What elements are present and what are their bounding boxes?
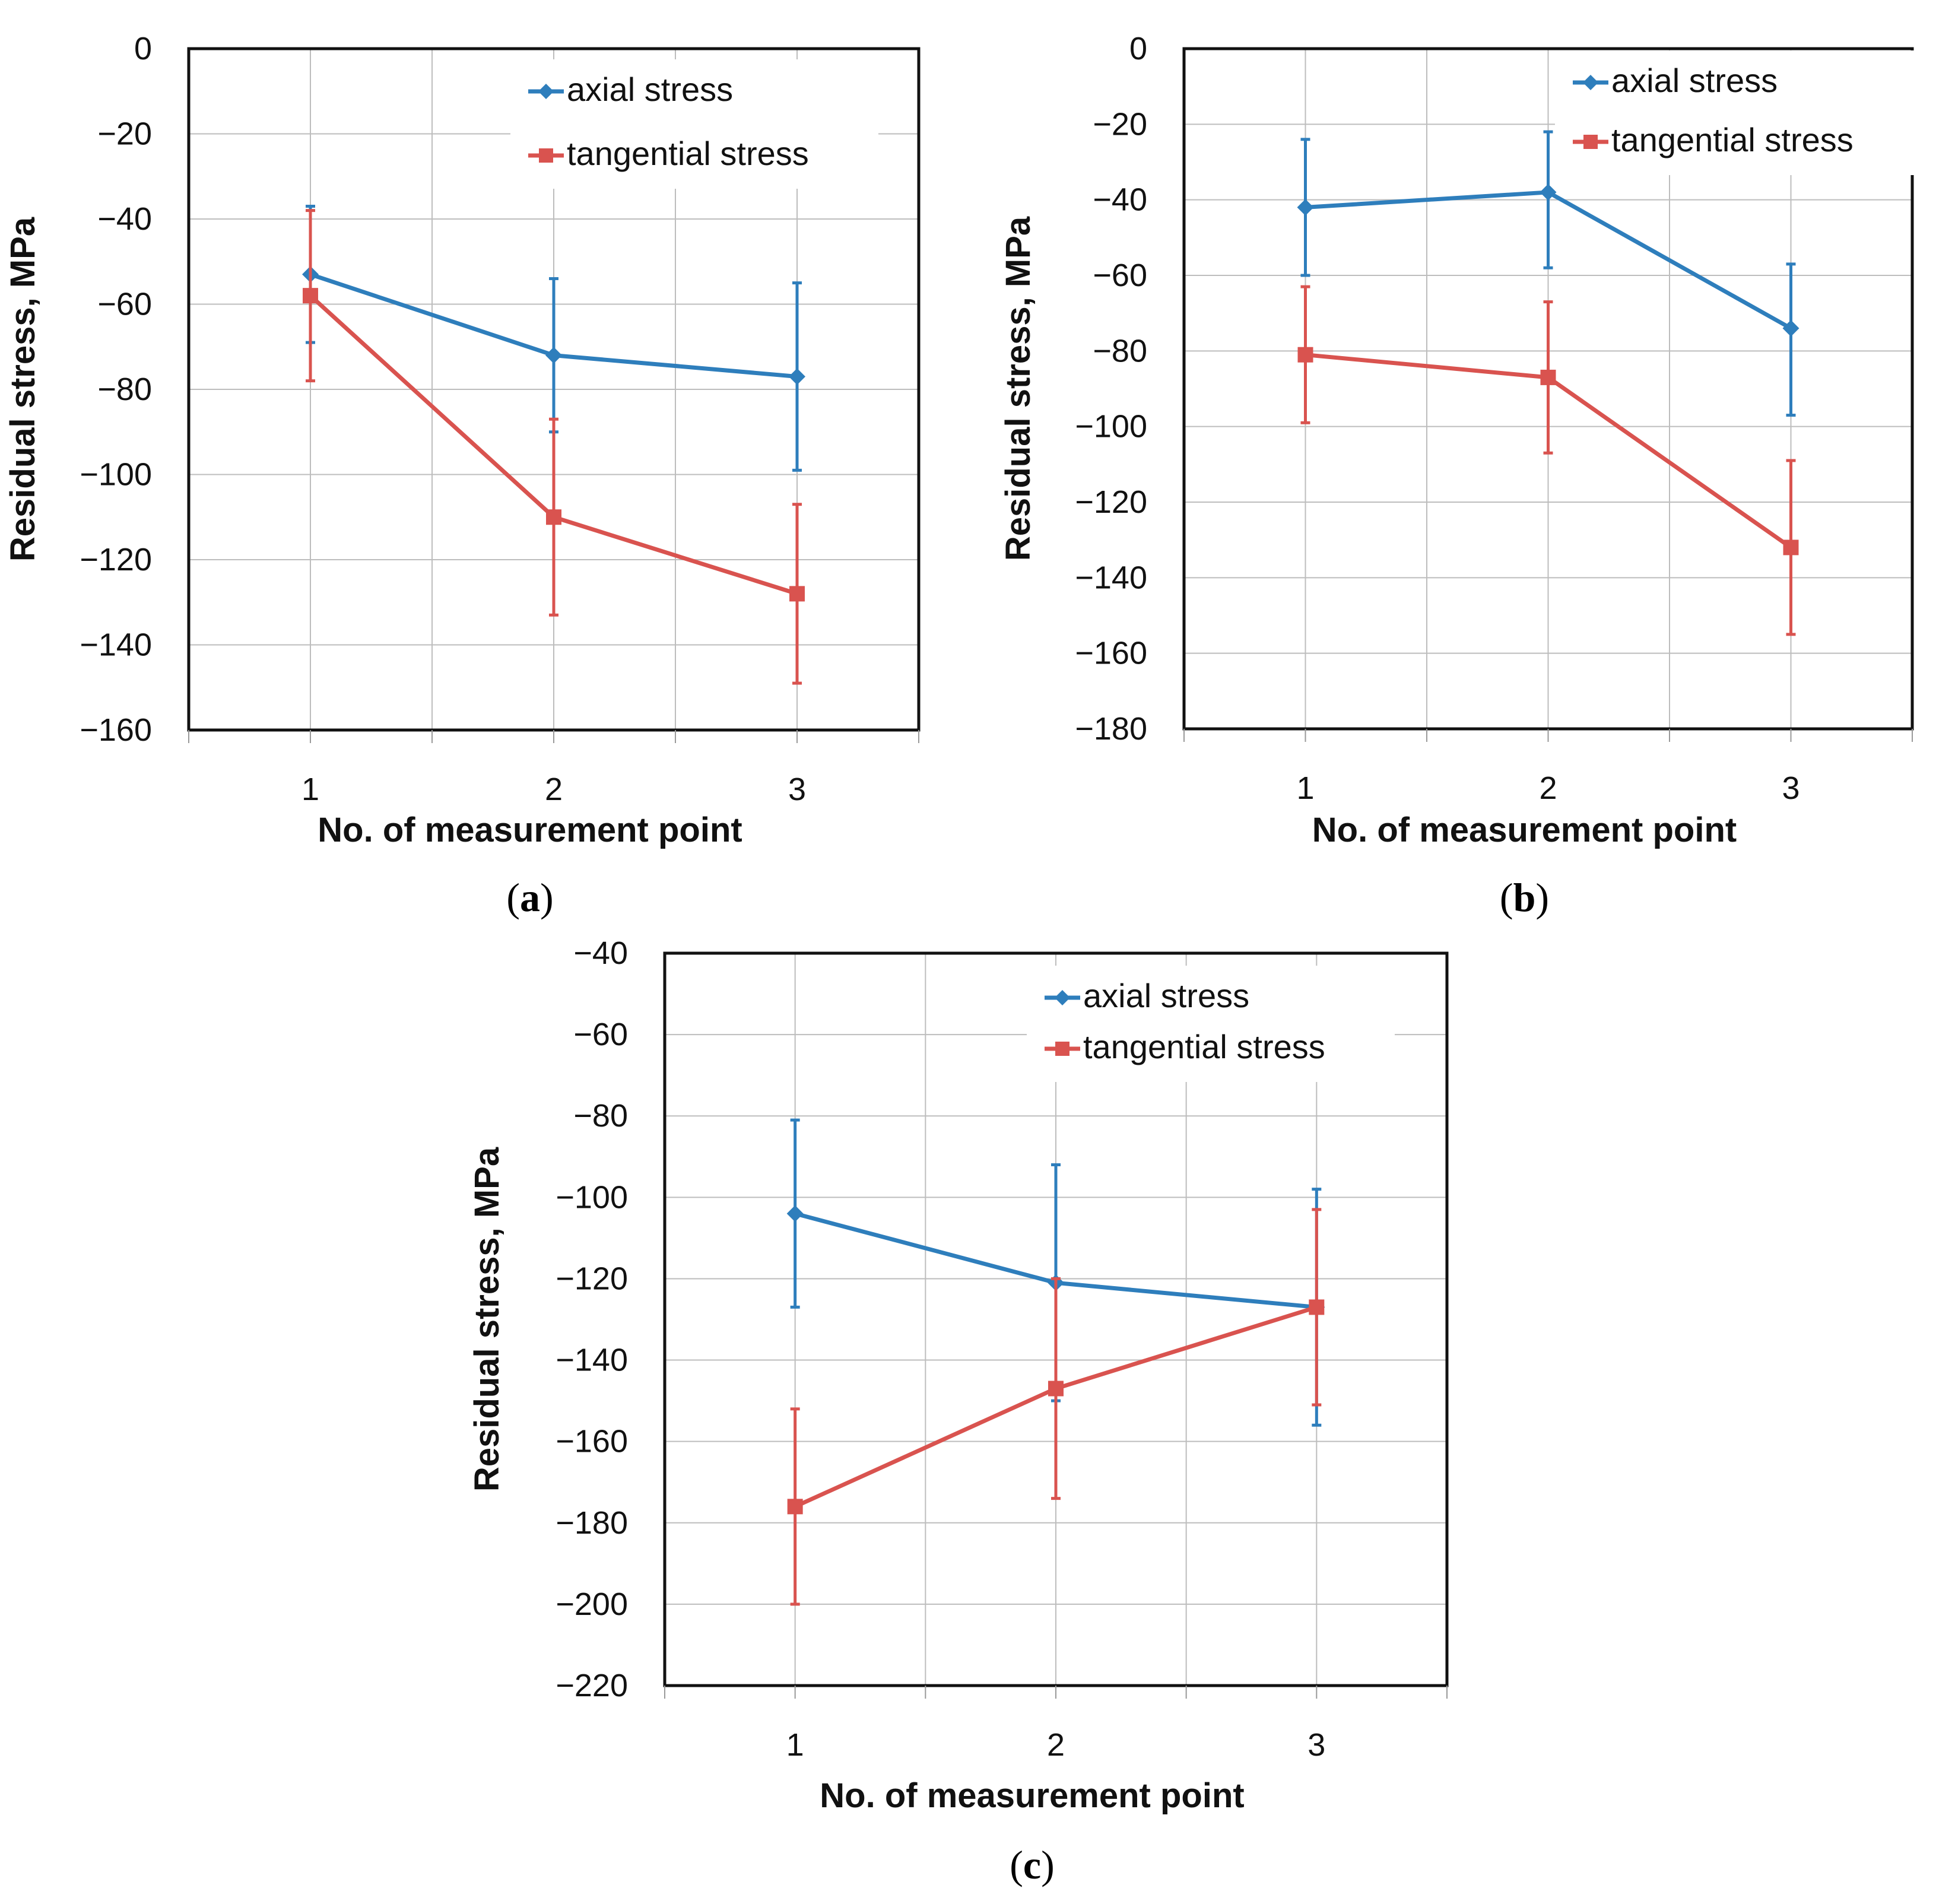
data-point: [1297, 199, 1314, 216]
legend-marker: [1055, 990, 1070, 1005]
y-tick-label: −100: [80, 457, 152, 493]
y-tick-label: −60: [573, 1017, 628, 1052]
legend-marker: [539, 148, 553, 163]
y-axis-title: Residual stress, MPa: [4, 217, 42, 561]
y-tick-label: −180: [556, 1505, 628, 1541]
data-point: [1540, 183, 1557, 201]
y-tick-label: −100: [1075, 409, 1147, 445]
y-tick-label: −220: [556, 1668, 628, 1703]
data-point: [545, 347, 562, 364]
legend-label: tangential stress: [567, 135, 809, 172]
legend-label: axial stress: [1083, 977, 1249, 1014]
data-point: [789, 586, 805, 602]
y-axis-title: Residual stress, MPa: [468, 1147, 506, 1492]
x-tick-label: 1: [786, 1727, 804, 1763]
legend-item-tangential: tangential stress: [528, 135, 809, 172]
data-point: [1048, 1381, 1064, 1397]
x-tick-label: 3: [1307, 1727, 1325, 1763]
x-tick-label: 1: [301, 772, 319, 807]
y-tick-label: −20: [1093, 106, 1147, 142]
legend-item-axial: axial stress: [1045, 977, 1249, 1014]
legend-label: tangential stress: [1611, 121, 1854, 158]
y-tick-label: −100: [556, 1179, 628, 1215]
panel-label: (a): [506, 875, 553, 920]
legend-item-tangential: tangential stress: [1573, 121, 1854, 158]
x-axis-title: No. of measurement point: [820, 1776, 1244, 1815]
data-point: [789, 368, 805, 385]
y-tick-label: −40: [1093, 182, 1147, 218]
legend-marker: [1583, 135, 1598, 149]
panel-letter: a: [520, 875, 540, 920]
series-tangential: [1297, 285, 1799, 636]
y-tick-label: −160: [80, 712, 152, 748]
panel-letter: c: [1023, 1842, 1041, 1887]
legend-marker: [1583, 75, 1598, 90]
x-axis-title: No. of measurement point: [318, 811, 742, 849]
x-tick-label: 3: [1782, 770, 1799, 806]
y-tick-label: −140: [556, 1343, 628, 1378]
legend-background: [510, 59, 878, 189]
x-axis-title: No. of measurement point: [1312, 811, 1737, 849]
data-point: [546, 509, 561, 525]
y-tick-label: −60: [1093, 258, 1147, 293]
legend-label: axial stress: [1611, 62, 1778, 99]
y-tick-label: −160: [556, 1424, 628, 1459]
y-tick-label: −140: [80, 627, 152, 663]
chart-panel-b: 0 −20 −40 −60 −80 −100 −120 −140 −160 −180 1 2 3 No. …: [999, 31, 1923, 920]
chart-panel-c: −40 −60 −80 −100 −120 −140 −160 −180 −200 −220 1 2 3…: [468, 935, 1449, 1887]
legend-item-axial: axial stress: [528, 71, 733, 108]
y-tick-label: −40: [97, 201, 152, 237]
y-tick-label: −80: [1093, 333, 1147, 369]
series-tangential: [303, 209, 805, 685]
x-tick-label: 2: [1047, 1727, 1065, 1763]
y-tick-label: −60: [97, 287, 152, 322]
legend-background: [1555, 50, 1923, 175]
legend-item-tangential: tangential stress: [1045, 1028, 1325, 1065]
y-tick-label: −80: [573, 1098, 628, 1134]
data-point: [787, 1499, 803, 1515]
legend-marker: [1055, 1042, 1069, 1056]
y-tick-label: −180: [1075, 711, 1147, 747]
data-point: [1783, 540, 1799, 556]
y-tick-label: −160: [1075, 636, 1147, 671]
y-tick-label: −20: [97, 116, 152, 152]
y-tick-label: −80: [97, 372, 152, 407]
data-point: [786, 1205, 804, 1222]
x-tick-label: 1: [1296, 770, 1314, 806]
y-tick-label: −40: [573, 935, 628, 971]
x-tick-label: 2: [545, 772, 563, 807]
y-tick-label: 0: [134, 31, 152, 66]
chart-panel-a: 0 −20 −40 −60 −80 −100 −120 −140 −160 1 2 3 No. of m…: [4, 31, 921, 920]
panel-label: (c): [1010, 1842, 1055, 1887]
legend-label: axial stress: [567, 71, 733, 108]
y-axis-title: Residual stress, MPa: [999, 216, 1037, 561]
y-tick-label: −120: [80, 542, 152, 577]
y-tick-label: −120: [1075, 484, 1147, 520]
legend-label: tangential stress: [1083, 1028, 1325, 1065]
y-tick-label: −140: [1075, 560, 1147, 595]
data-point: [303, 288, 318, 304]
data-point: [1540, 369, 1556, 385]
x-tick-label: 3: [788, 772, 806, 807]
data-point: [1297, 347, 1313, 363]
series-tangential: [787, 1208, 1325, 1606]
legend-item-axial: axial stress: [1573, 62, 1778, 99]
y-tick-label: −120: [556, 1261, 628, 1296]
y-tick-label: −200: [556, 1586, 628, 1622]
series-axial: [1297, 130, 1799, 417]
panel-letter: b: [1513, 875, 1536, 920]
x-tick-label: 2: [1539, 770, 1557, 806]
data-point: [1309, 1299, 1325, 1315]
panel-label: (b): [1500, 875, 1549, 920]
legend-background: [1027, 966, 1395, 1082]
data-point: [1782, 320, 1799, 337]
legend-marker: [538, 84, 554, 99]
y-tick-label: 0: [1129, 31, 1147, 66]
